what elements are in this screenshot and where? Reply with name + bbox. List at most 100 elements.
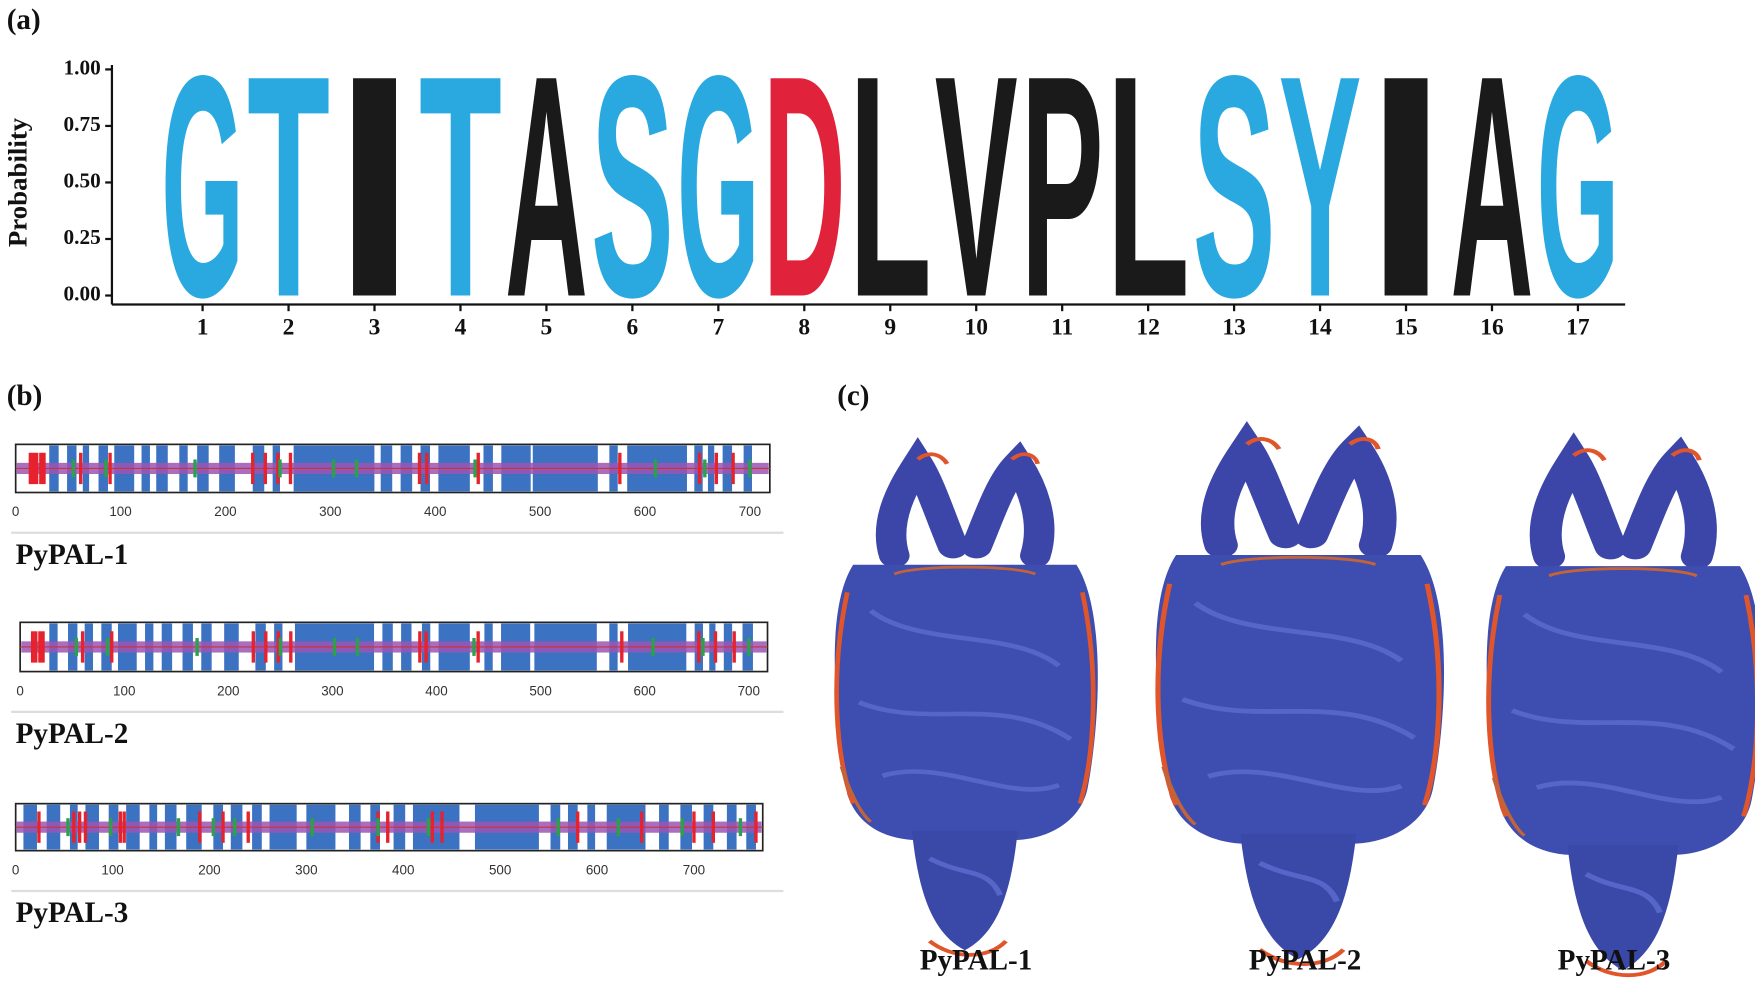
red-site [80,631,85,663]
x-tick-label: 7 [712,314,724,340]
red-site [31,452,36,485]
red-site [77,811,82,843]
logo-letter: A [505,12,588,364]
x-tick-label: 400 [425,683,447,698]
green-site [195,638,199,656]
x-tick-label: 300 [295,862,317,877]
green-site [193,459,197,478]
x-tick-label: 4 [455,314,467,340]
x-tick-label: 6 [627,314,639,340]
red-site [264,631,268,663]
y-axis-label: Probability [2,117,32,247]
x-tick-label: 12 [1136,314,1160,340]
red-site [386,811,390,843]
red-site [34,631,38,663]
green-site [701,638,705,656]
x-tick-label: 5 [541,314,553,340]
logo-letter: G [1537,12,1620,364]
green-site [680,818,684,837]
green-site [108,818,113,837]
green-site [310,818,314,837]
x-tick-label: 600 [633,683,655,698]
x-tick-label: 10 [964,314,988,340]
x-tick-label: 3 [369,314,381,340]
x-tick-label: 14 [1308,314,1332,340]
red-site [575,811,580,843]
green-site [376,818,380,837]
red-site [697,631,701,663]
red-site [711,811,715,843]
red-site [476,631,480,663]
panel-label: (a) [7,4,41,36]
green-site [71,459,76,478]
green-site [232,818,237,837]
green-site [104,459,108,478]
y-tick-label: 0.75 [64,112,101,136]
red-site [263,452,267,485]
x-tick-label: 300 [319,504,341,519]
x-tick-label: 200 [214,504,236,519]
red-site [288,452,293,485]
green-site [176,818,181,837]
x-tick-label: 600 [634,504,656,519]
red-site [618,452,622,485]
red-site [440,811,444,843]
green-site [653,459,658,478]
red-site [108,452,112,485]
red-site [39,452,43,485]
red-site [38,631,42,663]
logo-letter: D [763,12,846,364]
green-site [747,638,751,656]
x-tick-label: 17 [1566,314,1590,340]
x-tick-label: 400 [392,862,414,877]
green-site [748,459,752,478]
y-tick-label: 0.25 [64,225,101,249]
red-site [37,811,41,843]
protein-structure [835,454,1098,955]
structure-label: PyPAL-1 [920,944,1033,976]
green-site [472,638,476,656]
red-site [276,631,280,663]
red-site [42,452,46,485]
red-site [28,452,33,485]
x-tick-label: 9 [884,314,896,340]
x-tick-label: 0 [12,862,19,877]
red-site [276,452,280,485]
red-site [251,631,255,663]
green-site [332,638,337,656]
x-tick-label: 15 [1394,314,1418,340]
green-site [616,818,621,837]
logo-letter: P [1021,12,1104,364]
green-site [738,818,743,837]
red-site [425,452,429,485]
green-site [556,818,560,837]
x-tick-label: 100 [101,862,123,877]
red-site [476,452,480,485]
red-site [83,811,88,843]
x-tick-label: 500 [489,862,511,877]
green-site [354,459,359,478]
structure-label: PyPAL-3 [1558,944,1671,976]
logo-letter: L [849,12,932,364]
green-site [278,638,283,656]
x-tick-label: 11 [1051,314,1073,340]
y-tick-label: 0.00 [64,281,101,305]
x-tick-label: 600 [586,862,608,877]
green-site [355,638,360,656]
x-tick-label: 13 [1222,314,1246,340]
green-site [74,638,79,656]
logo-letter: T [419,12,502,364]
logo-letter: I [1365,12,1448,364]
red-site [110,631,114,663]
red-site [198,811,202,843]
x-tick-label: 0 [12,504,19,519]
x-tick-label: 400 [424,504,446,519]
red-site [692,811,696,843]
red-site [34,452,39,485]
x-tick-label: 100 [113,683,135,698]
red-site [221,811,225,843]
x-tick-label: 2 [283,314,295,340]
protein-structure [1487,450,1755,975]
logo-letter: G [161,12,244,364]
